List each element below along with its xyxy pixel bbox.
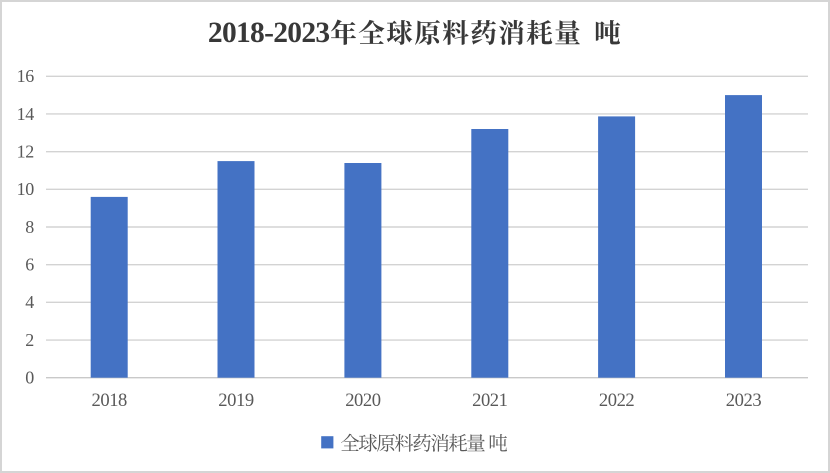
- svg-text:8: 8: [25, 217, 34, 237]
- svg-text:14: 14: [17, 104, 35, 124]
- svg-text:2: 2: [25, 330, 34, 350]
- svg-text:2023: 2023: [726, 390, 762, 411]
- svg-text:2018-2023: 2018-2023: [208, 17, 330, 49]
- svg-text:10: 10: [17, 179, 35, 199]
- svg-text:6: 6: [25, 255, 34, 275]
- svg-text:4: 4: [25, 292, 34, 312]
- svg-text:2021: 2021: [472, 390, 508, 411]
- svg-text:0: 0: [25, 368, 34, 388]
- svg-text:12: 12: [17, 142, 34, 162]
- svg-text:2018: 2018: [92, 390, 128, 411]
- svg-text:2019: 2019: [218, 390, 254, 411]
- svg-text:16: 16: [17, 66, 35, 86]
- svg-text:2020: 2020: [345, 390, 381, 411]
- svg-text:2022: 2022: [599, 390, 635, 411]
